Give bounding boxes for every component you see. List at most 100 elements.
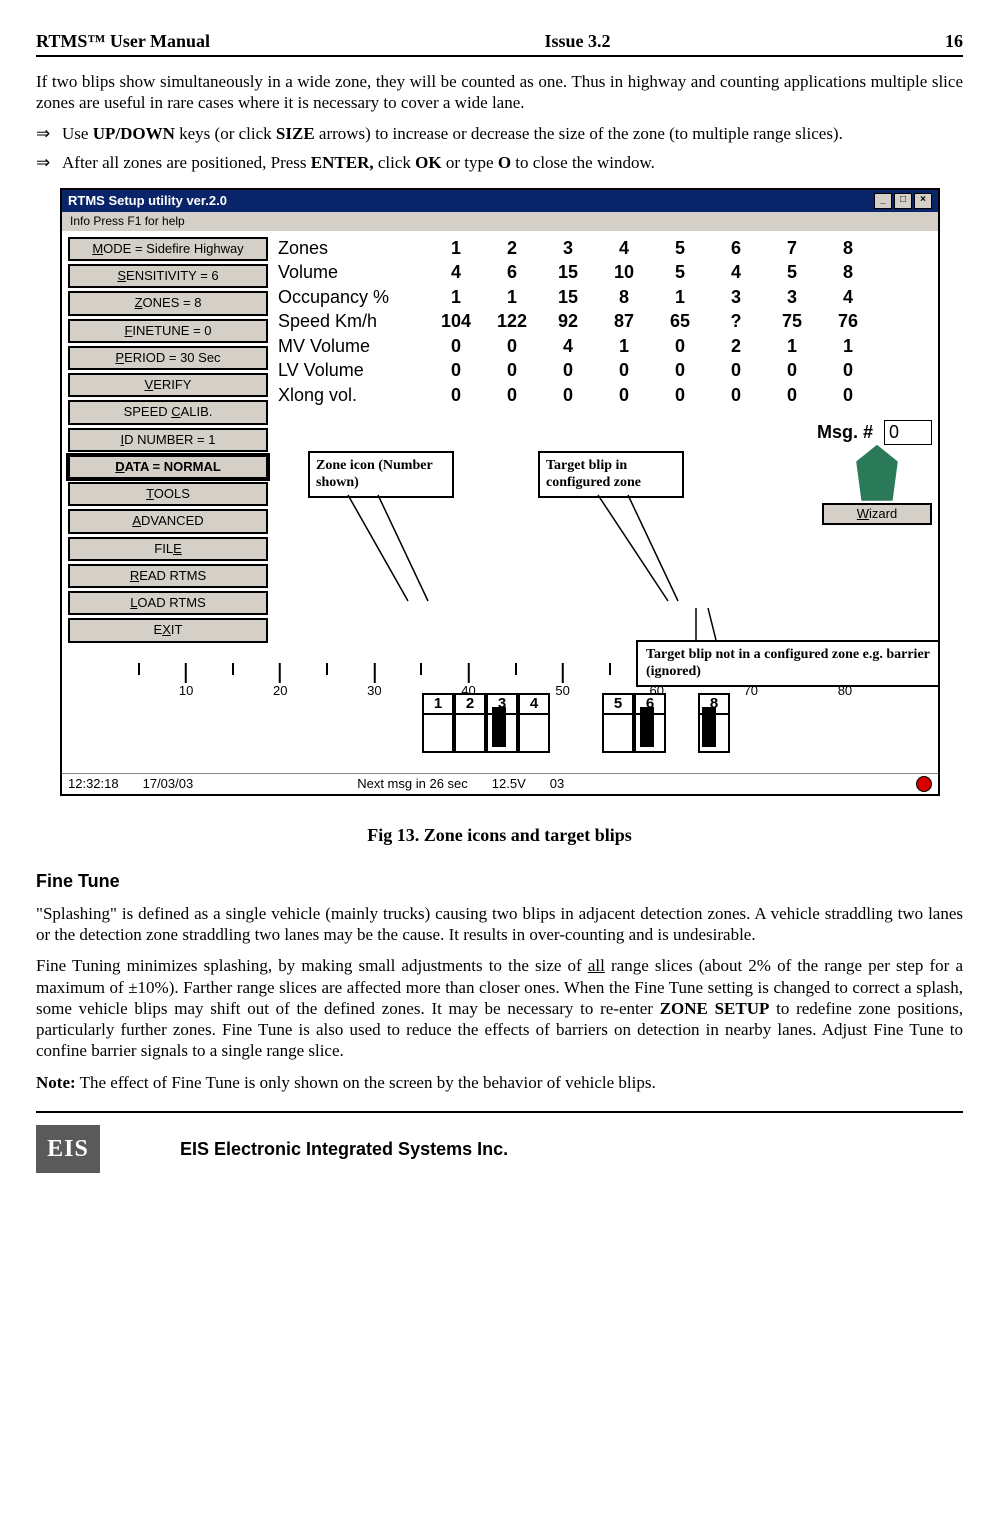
table-cell: 0 bbox=[484, 335, 540, 358]
table-corner: Zones bbox=[278, 237, 428, 260]
table-cell: 0 bbox=[428, 384, 484, 407]
eis-logo: EIS bbox=[36, 1125, 100, 1173]
wizard-icon bbox=[851, 445, 903, 501]
arrow-icon: ⇒ bbox=[36, 123, 62, 144]
sidebar-id-number[interactable]: ID NUMBER = 1 bbox=[68, 428, 268, 452]
zone-icon: 5 bbox=[602, 693, 634, 753]
page-header: RTMS™ User Manual Issue 3.2 16 bbox=[36, 30, 963, 57]
intro-paragraph: If two blips show simultaneously in a wi… bbox=[36, 71, 963, 114]
table-cell: 10 bbox=[596, 261, 652, 284]
table-cell: 75 bbox=[764, 310, 820, 333]
status-date: 17/03/03 bbox=[143, 776, 194, 792]
sidebar-sensitivity[interactable]: SENSITIVITY = 6 bbox=[68, 264, 268, 288]
sidebar-exit[interactable]: EXIT bbox=[68, 618, 268, 642]
table-row-label: Xlong vol. bbox=[278, 384, 428, 407]
table-row-label: Volume bbox=[278, 261, 428, 284]
table-cell: 5 bbox=[652, 261, 708, 284]
table-cell: 1 bbox=[596, 335, 652, 358]
sidebar-load-rtms[interactable]: LOAD RTMS bbox=[68, 591, 268, 615]
table-cell: 1 bbox=[820, 335, 876, 358]
data-table: Zones12345678Volume4615105458Occupancy %… bbox=[278, 237, 932, 407]
target-blip bbox=[702, 707, 716, 747]
table-row-label: Speed Km/h bbox=[278, 310, 428, 333]
msg-label: Msg. # bbox=[817, 422, 873, 442]
sidebar-mode[interactable]: MODE = Sidefire Highway bbox=[68, 237, 268, 261]
wizard-button[interactable]: Wizard bbox=[822, 503, 932, 525]
ruler-tick: 50 bbox=[555, 663, 569, 699]
sidebar-period[interactable]: PERIOD = 30 Sec bbox=[68, 346, 268, 370]
table-cell: 4 bbox=[540, 335, 596, 358]
table-cell: 3 bbox=[708, 286, 764, 309]
table-cell: 0 bbox=[652, 359, 708, 382]
table-cell: 0 bbox=[484, 384, 540, 407]
zone-icon: 2 bbox=[454, 693, 486, 753]
table-cell: 15 bbox=[540, 286, 596, 309]
bullet-1: ⇒ Use UP/DOWN keys (or click SIZE arrows… bbox=[36, 123, 963, 144]
close-icon[interactable]: × bbox=[914, 193, 932, 209]
sidebar-speed-calib[interactable]: SPEED CALIB. bbox=[68, 400, 268, 424]
table-col-header: 2 bbox=[484, 237, 540, 260]
table-cell: 8 bbox=[596, 286, 652, 309]
status-next: Next msg in 26 sec bbox=[357, 776, 468, 792]
msg-row: Msg. # 0 bbox=[278, 420, 932, 445]
table-cell: 5 bbox=[764, 261, 820, 284]
window-buttons: _ □ × bbox=[874, 193, 932, 209]
sidebar-verify[interactable]: VERIFY bbox=[68, 373, 268, 397]
sidebar-read-rtms[interactable]: READ RTMS bbox=[68, 564, 268, 588]
minimize-icon[interactable]: _ bbox=[874, 193, 892, 209]
status-time: 12:32:18 bbox=[68, 776, 119, 792]
table-cell: 65 bbox=[652, 310, 708, 333]
sidebar-finetune[interactable]: FINETUNE = 0 bbox=[68, 319, 268, 343]
table-col-header: 5 bbox=[652, 237, 708, 260]
table-cell: 6 bbox=[484, 261, 540, 284]
table-col-header: 4 bbox=[596, 237, 652, 260]
table-cell: 0 bbox=[708, 384, 764, 407]
target-blip bbox=[640, 707, 654, 747]
table-cell: 1 bbox=[764, 335, 820, 358]
table-col-header: 3 bbox=[540, 237, 596, 260]
table-cell: 0 bbox=[540, 359, 596, 382]
sidebar-zones[interactable]: ZONES = 8 bbox=[68, 291, 268, 315]
table-cell: 2 bbox=[708, 335, 764, 358]
table-row-label: Occupancy % bbox=[278, 286, 428, 309]
table-cell: 0 bbox=[764, 359, 820, 382]
main-panel: Zones12345678Volume4615105458Occupancy %… bbox=[278, 237, 932, 643]
table-cell: 0 bbox=[484, 359, 540, 382]
table-cell: 0 bbox=[652, 335, 708, 358]
status-code: 03 bbox=[550, 776, 564, 792]
wizard-area: Wizard bbox=[822, 445, 932, 525]
table-cell: 8 bbox=[820, 261, 876, 284]
menu-bar[interactable]: Info Press F1 for help bbox=[62, 212, 938, 231]
sidebar-file[interactable]: FILE bbox=[68, 537, 268, 561]
sidebar-tools[interactable]: TOOLS bbox=[68, 482, 268, 506]
sidebar-data[interactable]: DATA = NORMAL bbox=[68, 455, 268, 479]
status-volt: 12.5V bbox=[492, 776, 526, 792]
ruler-tick bbox=[420, 663, 422, 675]
status-led-icon bbox=[916, 776, 932, 792]
table-cell: 0 bbox=[820, 359, 876, 382]
zone-icon: 4 bbox=[518, 693, 550, 753]
maximize-icon[interactable]: □ bbox=[894, 193, 912, 209]
table-cell: 0 bbox=[428, 335, 484, 358]
sidebar-advanced[interactable]: ADVANCED bbox=[68, 509, 268, 533]
figure-caption: Fig 13. Zone icons and target blips bbox=[36, 824, 963, 847]
table-cell: 1 bbox=[484, 286, 540, 309]
table-cell: 104 bbox=[428, 310, 484, 333]
table-row-label: LV Volume bbox=[278, 359, 428, 382]
fine-tune-p2: Fine Tuning minimizes splashing, by maki… bbox=[36, 955, 963, 1061]
callout-blip-in: Target blip in configured zone bbox=[538, 451, 684, 498]
table-cell: 3 bbox=[764, 286, 820, 309]
ruler-tick bbox=[232, 663, 234, 675]
msg-value: 0 bbox=[884, 420, 932, 445]
screenshot-figure: RTMS Setup utility ver.2.0 _ □ × Info Pr… bbox=[60, 188, 940, 796]
table-cell: 4 bbox=[708, 261, 764, 284]
ruler-tick: 10 bbox=[179, 663, 193, 699]
callout-blip-out: Target blip not in a configured zone e.g… bbox=[636, 640, 940, 687]
ruler-tick bbox=[609, 663, 611, 675]
table-cell: 122 bbox=[484, 310, 540, 333]
table-cell: 0 bbox=[540, 384, 596, 407]
table-row-label: MV Volume bbox=[278, 335, 428, 358]
table-cell: 0 bbox=[596, 384, 652, 407]
app-window: RTMS Setup utility ver.2.0 _ □ × Info Pr… bbox=[60, 188, 940, 796]
ruler-tick bbox=[138, 663, 140, 675]
